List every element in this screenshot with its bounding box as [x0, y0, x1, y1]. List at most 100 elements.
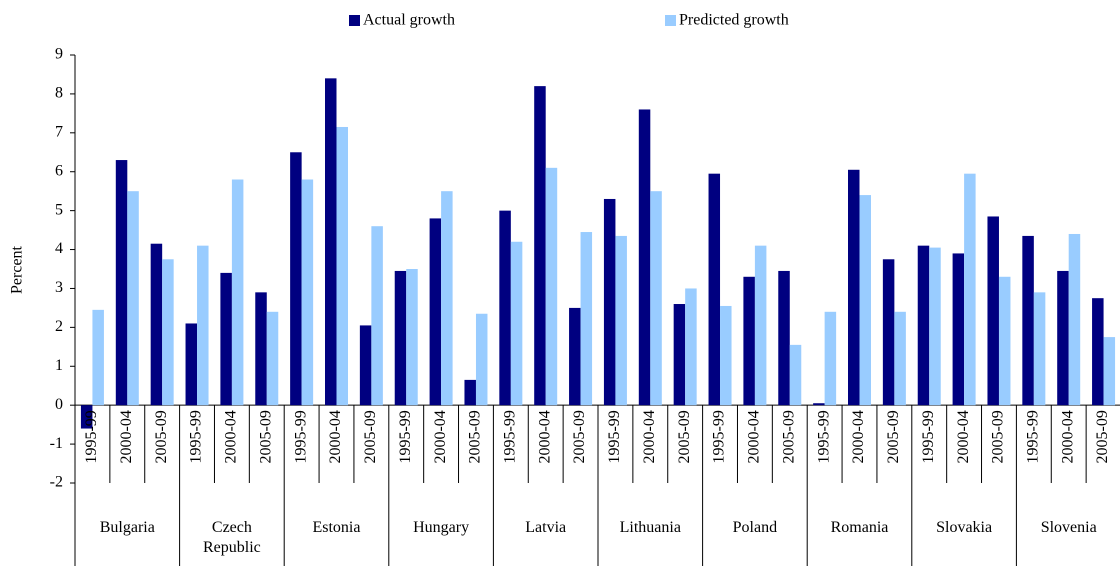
bar: [708, 173, 721, 406]
x-tick-label: 1995-99: [292, 410, 309, 463]
group-label: Poland: [732, 519, 778, 536]
legend-swatch: [665, 15, 676, 26]
bar: [92, 309, 104, 406]
bar: [1092, 298, 1104, 406]
bar: [743, 276, 755, 406]
bar: [115, 160, 128, 406]
bar: [720, 305, 732, 406]
bar: [162, 259, 174, 406]
y-tick-label: 3: [55, 279, 63, 296]
bar: [464, 379, 476, 406]
group-label: Romania: [830, 519, 889, 536]
bar: [534, 86, 546, 406]
bar: [673, 304, 686, 406]
x-tick-label: 2005-09: [990, 410, 1007, 463]
bar: [894, 311, 906, 406]
x-tick-label: 1995-99: [502, 410, 519, 463]
bar: [615, 235, 627, 406]
x-tick-label: 2000-04: [118, 410, 135, 463]
x-tick-label: 2005-09: [467, 410, 484, 463]
y-axis-label: Percent: [9, 245, 26, 294]
bar: [917, 245, 930, 406]
bar: [1057, 270, 1069, 406]
bar: [325, 78, 337, 406]
bar: [998, 276, 1011, 406]
y-tick-label: 9: [55, 46, 63, 63]
bar: [499, 210, 511, 406]
bar: [185, 323, 198, 406]
x-tick-label: 1995-99: [397, 410, 414, 463]
x-tick-label: 2000-04: [1059, 410, 1076, 463]
x-tick-label: 1995-99: [711, 410, 728, 463]
bar: [1068, 233, 1081, 406]
bar: [848, 169, 860, 406]
bar: [569, 307, 581, 406]
bar: [371, 226, 383, 406]
bar: [1033, 292, 1046, 406]
bar: [220, 272, 232, 406]
y-tick-label: 4: [55, 240, 63, 257]
x-tick-label: 1995-99: [815, 410, 832, 463]
bar: [475, 313, 488, 406]
bar: [987, 216, 999, 406]
bar: [1103, 337, 1116, 406]
y-tick-label: -2: [50, 474, 63, 491]
bar: [336, 126, 348, 406]
y-tick-label: 5: [55, 201, 63, 218]
x-tick-label: 1995-99: [188, 410, 205, 463]
group-label: Slovenia: [1040, 519, 1097, 536]
y-tick-label: 7: [55, 123, 63, 140]
bar: [603, 198, 616, 406]
y-tick-label: 8: [55, 85, 63, 102]
bar: [882, 259, 895, 406]
x-tick-label: 2000-04: [850, 410, 867, 463]
y-tick-label: 1: [55, 357, 63, 374]
x-tick-label: 2000-04: [536, 410, 553, 463]
bar: [638, 109, 651, 406]
x-tick-label: 2005-09: [676, 410, 693, 463]
x-tick-label: 2005-09: [257, 410, 274, 463]
x-tick-label: 1995-99: [1025, 410, 1042, 463]
bar: [952, 253, 965, 406]
group-label: Slovakia: [936, 519, 993, 536]
bar: [429, 218, 442, 406]
x-tick-label: 2000-04: [641, 410, 658, 463]
legend-label: Actual growth: [363, 12, 455, 29]
bar: [441, 191, 453, 406]
bar: [301, 179, 314, 406]
bar: [1022, 235, 1034, 406]
bar: [127, 191, 139, 406]
bar: [394, 270, 407, 406]
bar: [813, 403, 825, 406]
x-tick-label: 2005-09: [780, 410, 797, 463]
x-tick-label: 2005-09: [885, 410, 902, 463]
y-tick-label: 2: [55, 318, 63, 335]
x-tick-label: 2005-09: [153, 410, 170, 463]
x-tick-label: 2005-09: [1094, 410, 1111, 463]
x-tick-label: 1995-99: [920, 410, 937, 463]
x-tick-label: 2000-04: [432, 410, 449, 463]
bar: [650, 191, 662, 406]
group-label: Latvia: [525, 519, 567, 536]
x-tick-label: 2000-04: [327, 410, 344, 463]
bar: [754, 245, 767, 406]
bar: [406, 269, 418, 406]
bar: [255, 292, 267, 406]
x-tick-label: 1995-99: [606, 410, 623, 463]
x-tick-label: 1995-99: [83, 410, 100, 463]
bar: [197, 245, 209, 406]
bar: [510, 241, 523, 406]
group-label: Lithuania: [619, 519, 681, 536]
bar: [824, 311, 837, 406]
bar: [231, 179, 244, 406]
x-tick-label: 2000-04: [746, 410, 763, 463]
group-label: Hungary: [413, 519, 470, 536]
x-tick-label: 2005-09: [571, 410, 588, 463]
bar: [859, 195, 871, 406]
bar: [778, 270, 790, 406]
legend-label: Predicted growth: [679, 12, 789, 29]
x-tick-label: 2000-04: [223, 410, 240, 463]
x-tick-label: 2000-04: [955, 410, 972, 463]
